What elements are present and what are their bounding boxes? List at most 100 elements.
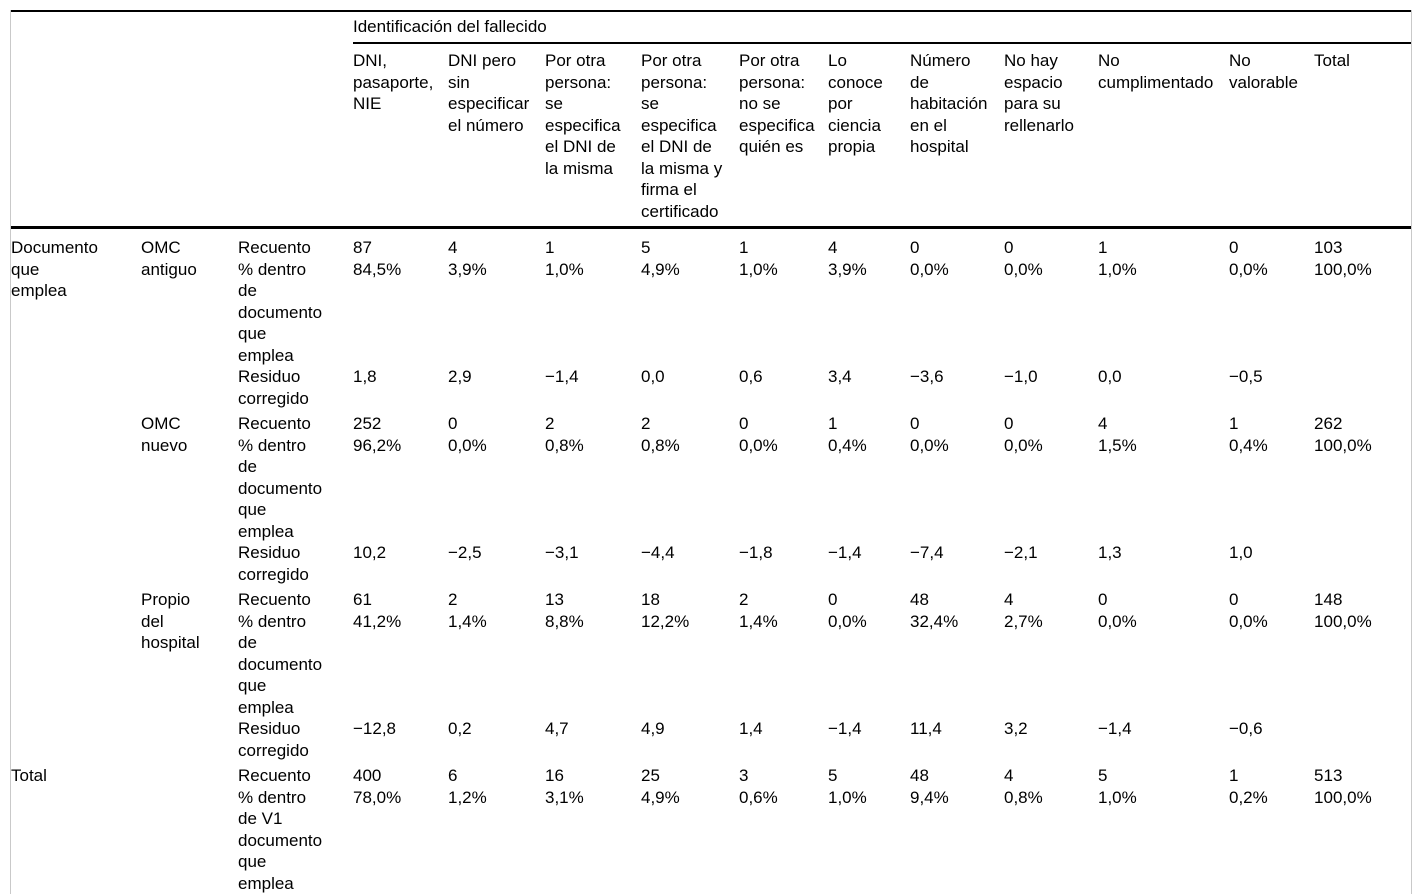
table-row: % dentro de documento que emplea 96,2% 0,0… <box>11 435 1411 543</box>
cell-value: 1,0% <box>1098 259 1137 279</box>
cell-value: 252 <box>353 414 382 433</box>
column-header-5: Lo conoce por ciencia propia <box>828 43 910 229</box>
cell-value: 3,9% <box>448 259 487 279</box>
table-row: % dentro de documento que emplea 41,2% 1,4… <box>11 611 1411 719</box>
cell-value: 2 <box>545 414 555 433</box>
cell-value: 0,4% <box>1229 435 1268 455</box>
cell-value: 0,0% <box>1229 611 1268 631</box>
spanner-extension <box>1314 11 1412 44</box>
cell-value: 400 <box>353 766 382 785</box>
cell-value <box>1314 718 1411 765</box>
cell-value: 1,2% <box>448 787 487 807</box>
row-group-label: Documento que emplea <box>11 238 98 300</box>
cell-value: 16 <box>545 766 564 785</box>
table-spanner-title: Identificación del fallecido <box>353 11 1315 44</box>
cell-value: −1,0 <box>1004 367 1038 386</box>
cell-value: 0,0 <box>641 367 665 386</box>
cell-value: 78,0% <box>353 787 402 807</box>
cell-value: 87 <box>353 238 372 257</box>
cell-value: 4 <box>448 238 458 257</box>
cell-value: 18 <box>641 590 660 609</box>
cell-value: −1,4 <box>828 719 862 738</box>
column-header-10: Total <box>1314 43 1412 229</box>
table-row: Residuo corregido −12,8 0,2 4,7 4,9 1,4 −1,4 11… <box>11 718 1411 765</box>
table-row: Residuo corregido 1,8 2,9 −1,4 0,0 0,6 3,4 −3,6… <box>11 366 1411 413</box>
cell-value: 0 <box>910 238 920 257</box>
column-header-row: DNI, pasaporte, NIE DNI pero sin especifi… <box>11 43 1412 229</box>
cell-value <box>1314 542 1411 589</box>
cell-value: 3,4 <box>828 367 852 386</box>
cell-value: 1,5% <box>1098 435 1137 455</box>
cell-value: 0 <box>910 414 920 433</box>
column-header-0: DNI, pasaporte, NIE <box>353 43 448 229</box>
cell-value: 0,0% <box>739 435 778 455</box>
cell-value: 1 <box>1229 414 1239 433</box>
cell-value: 1 <box>739 238 749 257</box>
crosstab-table: Identificación del fallecido DNI, pasapo… <box>11 10 1412 894</box>
header-empty-cell <box>11 43 141 229</box>
cell-value: −1,4 <box>1098 719 1132 738</box>
cell-value: 3,2 <box>1004 719 1028 738</box>
cell-value: 2 <box>448 590 458 609</box>
total-row: % dentro de V1 documento que emplea 78,0%… <box>11 787 1411 894</box>
cell-value: 1,0% <box>739 259 778 279</box>
cell-value: 262 <box>1314 414 1343 433</box>
cell-value: 12,2% <box>641 611 690 631</box>
cell-value: 1,4% <box>739 611 778 631</box>
cell-value: 0 <box>828 590 838 609</box>
cell-value: 2 <box>641 414 651 433</box>
cell-value: 0,8% <box>545 435 584 455</box>
cell-value: 1,0% <box>545 259 584 279</box>
column-header-6: Número de habitación en el hospital <box>910 43 1004 229</box>
cell-value: 13 <box>545 590 564 609</box>
cell-value <box>1314 366 1411 413</box>
cell-value: 10,2 <box>353 543 387 562</box>
table-row: Residuo corregido 10,2 −2,5 −3,1 −4,4 −1,8 −1,… <box>11 542 1411 589</box>
cell-value: 1 <box>1229 766 1239 785</box>
cell-value: 0,2% <box>1229 787 1268 807</box>
cell-value: −3,1 <box>545 543 579 562</box>
row-stat-label: % dentro de documento que emplea <box>238 611 323 717</box>
cell-value: 96,2% <box>353 435 402 455</box>
cell-value: 0,0% <box>1004 259 1043 279</box>
table-row: Propio del hospital Recuento 61 2 13 18 2 0 48 4 0… <box>11 589 1411 652</box>
table-body: Documento que emplea OMC antiguo Recuento 8… <box>11 228 1411 894</box>
row-stat-label: % dentro de V1 documento que emplea <box>238 787 323 893</box>
cell-value: 1 <box>1098 238 1108 257</box>
total-row: Total Recuento 400 6 16 25 3 5 48 4 5 1 513 <box>11 765 1411 787</box>
cell-value: 48 <box>910 590 929 609</box>
row-category-label: OMC antiguo <box>141 238 197 279</box>
column-header-4: Por otra persona: no se especifica quién… <box>739 43 828 229</box>
cell-value: −2,1 <box>1004 543 1038 562</box>
cell-value: 0,6 <box>739 367 763 386</box>
column-header-8: No cumplimentado <box>1098 43 1229 229</box>
cell-value: 6 <box>448 766 458 785</box>
cell-value: 4 <box>1004 590 1014 609</box>
cell-value: 0 <box>1004 414 1014 433</box>
row-stat-label: Recuento <box>238 238 311 257</box>
cell-value: 4,7 <box>545 719 569 738</box>
cell-value: 3 <box>739 766 749 785</box>
cell-value: −2,5 <box>448 543 482 562</box>
row-stat-label: Residuo corregido <box>238 367 309 408</box>
row-stat-label: % dentro de documento que emplea <box>238 435 323 541</box>
row-stat-label: Recuento <box>238 414 311 433</box>
cell-value: 1 <box>545 238 555 257</box>
cell-value: 1,3 <box>1098 543 1122 562</box>
cell-value: 1,0 <box>1229 543 1253 562</box>
table-row: OMC nuevo Recuento 252 0 2 2 0 1 0 0 4 1 262 <box>11 413 1411 455</box>
cell-value: 4,9 <box>641 719 665 738</box>
column-header-9: No valorable <box>1229 43 1315 229</box>
cell-value: −1,8 <box>739 543 773 562</box>
cell-value: 1,0% <box>828 787 867 807</box>
table-frame: Identificación del fallecido DNI, pasapo… <box>10 10 1412 894</box>
cell-value: 9,4% <box>910 787 949 807</box>
cell-value: 2 <box>739 590 749 609</box>
row-stat-label: Residuo corregido <box>238 719 309 760</box>
cell-value: 25 <box>641 766 660 785</box>
column-header-1: DNI pero sin especificar el número <box>448 43 545 229</box>
cell-value: −0,6 <box>1229 719 1263 738</box>
cell-value: 0,0% <box>910 259 949 279</box>
cell-value: 100,0% <box>1314 611 1372 631</box>
